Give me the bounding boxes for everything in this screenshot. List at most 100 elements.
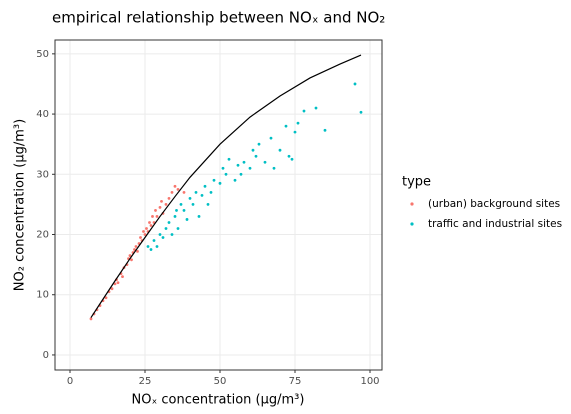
point [160, 199, 163, 203]
point [170, 233, 174, 236]
point [224, 172, 228, 176]
point [314, 106, 318, 110]
point [175, 209, 178, 212]
point [263, 160, 267, 164]
y-axis-title: NO₂ concentration (µg/m³) [13, 119, 28, 291]
point [209, 190, 213, 194]
point [104, 296, 108, 300]
point [227, 157, 231, 161]
legend-title: type [402, 175, 431, 190]
point [239, 172, 243, 176]
point [200, 193, 204, 197]
legend-key [410, 202, 414, 206]
point [179, 202, 183, 206]
point [161, 236, 165, 239]
point [176, 187, 180, 191]
legend-key [410, 222, 414, 226]
chart-title: empirical relationship between NOₓ and N… [52, 9, 385, 27]
x-tick-label: 25 [139, 376, 152, 387]
point [151, 215, 154, 218]
point [170, 190, 174, 194]
point [158, 206, 162, 209]
point [146, 245, 150, 248]
point [113, 282, 117, 286]
point [148, 221, 151, 224]
point [197, 215, 201, 218]
point [116, 281, 120, 285]
point [149, 248, 153, 251]
point [272, 166, 276, 170]
point [284, 124, 288, 128]
point [221, 166, 225, 170]
x-axis-title: NOₓ concentration (µg/m³) [132, 393, 305, 408]
point [293, 130, 297, 134]
point [194, 190, 198, 194]
x-tick-label: 50 [214, 376, 227, 387]
x-tick-label: 75 [289, 376, 302, 387]
point [136, 249, 139, 253]
point [233, 178, 237, 182]
point [254, 154, 258, 158]
y-tick-label: 10 [36, 290, 49, 301]
point [218, 181, 222, 185]
point [188, 196, 192, 200]
point [302, 109, 306, 113]
point [143, 233, 147, 236]
legend-label: (urban) background sites [428, 198, 560, 210]
point [128, 254, 132, 257]
point [236, 163, 240, 167]
point [142, 230, 145, 233]
point [167, 196, 171, 200]
point [155, 215, 159, 218]
point [155, 245, 159, 248]
point [145, 227, 148, 230]
point [176, 227, 180, 230]
point [251, 148, 255, 152]
point [278, 148, 282, 152]
point [121, 275, 124, 279]
point [212, 178, 216, 182]
y-tick-label: 0 [43, 350, 49, 361]
point [134, 245, 138, 248]
point [191, 202, 195, 206]
point [164, 227, 168, 230]
point [154, 209, 157, 212]
plot-panel [55, 40, 382, 370]
point [149, 224, 153, 227]
point [242, 160, 246, 164]
point [139, 236, 142, 239]
point [158, 233, 162, 236]
point [323, 128, 327, 132]
y-tick-label: 40 [36, 109, 49, 120]
point [173, 184, 177, 188]
point [359, 110, 363, 114]
y-tick-label: 50 [36, 49, 49, 60]
point [130, 258, 133, 262]
point [269, 136, 273, 140]
y-tick-label: 30 [36, 169, 49, 180]
point [296, 121, 300, 125]
point [110, 287, 114, 291]
fit-line [90, 54, 362, 318]
x-tick-label: 0 [67, 376, 73, 387]
point [89, 317, 93, 321]
point [248, 166, 252, 170]
point [287, 154, 291, 158]
point [182, 209, 186, 212]
point [152, 239, 156, 242]
point [173, 215, 177, 218]
point [203, 184, 207, 188]
point [164, 202, 168, 206]
point [182, 190, 186, 194]
point [257, 142, 261, 146]
point [167, 221, 171, 224]
x-tick-label: 100 [360, 376, 379, 387]
legend-label: traffic and industrial sites [428, 218, 562, 230]
plot-border [54, 39, 383, 371]
point [185, 218, 189, 221]
point [206, 202, 210, 206]
point [353, 82, 357, 86]
point [290, 157, 294, 161]
y-tick-label: 20 [36, 230, 49, 241]
